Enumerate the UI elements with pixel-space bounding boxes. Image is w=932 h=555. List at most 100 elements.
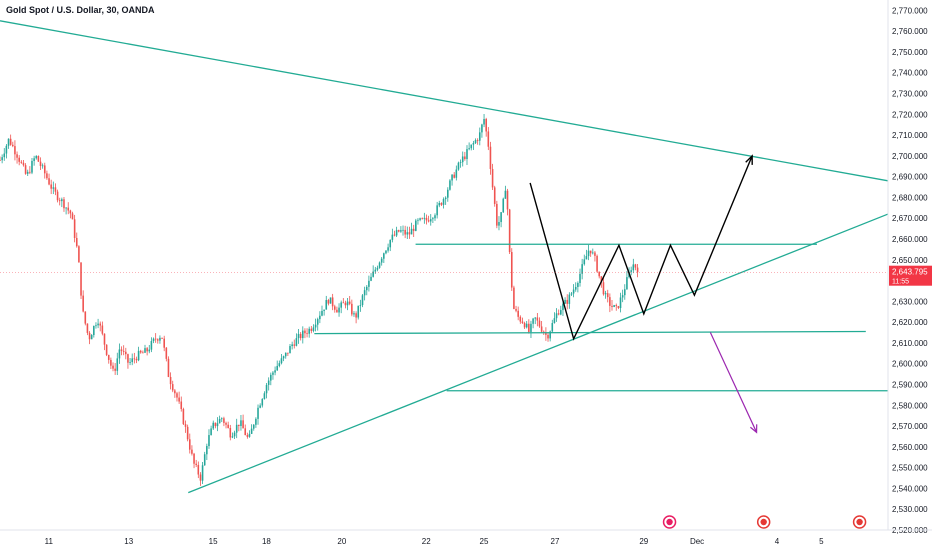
candle-body (299, 333, 302, 339)
candle-body (342, 302, 345, 304)
candle-body (478, 132, 481, 141)
candle-body (363, 290, 366, 296)
candle-body (553, 318, 556, 324)
candle-body (429, 219, 432, 222)
candle-body (547, 334, 549, 339)
candle-body (306, 333, 308, 335)
candle-body (101, 325, 104, 334)
y-tick-label: 2,690.000 (892, 173, 928, 182)
candle-body (357, 305, 360, 318)
candle-body (244, 428, 247, 436)
y-tick-label: 2,570.000 (892, 422, 928, 431)
x-tick-label: 20 (337, 537, 346, 546)
candle-body (600, 276, 603, 283)
candle-body (617, 306, 620, 309)
candle-body (133, 358, 136, 360)
candle-body (319, 315, 321, 320)
y-tick-label: 2,710.000 (892, 131, 928, 140)
y-tick-label: 2,700.000 (892, 152, 928, 161)
candle-body (551, 323, 554, 332)
candle-body (316, 319, 319, 325)
candle-body (626, 277, 628, 290)
candle-body (436, 205, 438, 216)
candle-body (402, 229, 404, 231)
candle-body (50, 184, 52, 189)
candle-body (323, 309, 325, 311)
candle-body (406, 232, 409, 235)
candle-body (75, 237, 78, 247)
candle-body (238, 424, 240, 426)
candle-body (261, 399, 264, 406)
candle-body (419, 218, 421, 220)
us-flag-icon[interactable] (852, 515, 867, 529)
candle-body (504, 190, 507, 199)
candle-body (523, 323, 526, 328)
candle-body (421, 218, 424, 220)
candle-body (116, 358, 119, 371)
candle-body (95, 325, 97, 327)
candle-body (150, 341, 153, 350)
candle-body (587, 250, 590, 257)
bearish-arrowhead (750, 424, 758, 434)
candle-body (572, 289, 575, 294)
candle-body (203, 454, 206, 466)
candle-body (361, 295, 364, 306)
candle-body (404, 229, 406, 235)
candle-body (20, 161, 23, 163)
candle-body (592, 252, 594, 254)
candle-body (105, 344, 108, 355)
current-price-label: 2,643.795 (892, 268, 928, 277)
candle-body (129, 362, 131, 363)
candle-body (634, 264, 637, 268)
candle-body (412, 228, 415, 231)
candle-body (453, 174, 455, 178)
candle-body (510, 252, 513, 288)
y-tick-label: 2,680.000 (892, 193, 928, 202)
current-price-badge (889, 265, 932, 286)
candle-body (615, 305, 618, 307)
candle-body (549, 331, 551, 339)
candle-body (231, 436, 234, 438)
overlay-layer: 2,643.795 11:55 (0, 154, 932, 529)
x-tick-label: 15 (209, 537, 218, 546)
candle-body (387, 247, 389, 251)
candle-body (459, 162, 462, 163)
candle-body (427, 220, 430, 222)
candle-body (602, 282, 605, 295)
candle-body (370, 276, 372, 281)
candle-body (609, 297, 611, 306)
candle-body (9, 138, 12, 145)
candle-body (611, 305, 613, 307)
candle-body (438, 203, 441, 206)
candle-body (630, 270, 632, 272)
candle-body (513, 287, 515, 309)
candle-body (372, 271, 374, 277)
candle-body (585, 256, 588, 260)
candle-body (577, 283, 579, 287)
candle-body (242, 420, 244, 429)
candle-body (596, 255, 598, 272)
support-line (314, 330, 866, 335)
us-flag-icon[interactable] (756, 515, 771, 529)
candle-body (223, 418, 225, 423)
candle-body (325, 300, 328, 310)
event-icon-dot (856, 518, 863, 526)
candle-body (212, 422, 215, 429)
candle-body (161, 337, 163, 339)
candle-body (519, 316, 522, 322)
candle-body (193, 453, 195, 464)
candle-body (397, 230, 400, 232)
x-tick-label: Dec (690, 537, 704, 546)
candle-body (368, 280, 370, 287)
lightning-icon[interactable] (662, 515, 677, 529)
candle-body (423, 217, 426, 219)
candle-body (280, 358, 283, 364)
candle-body (570, 293, 573, 295)
candle-body (167, 358, 170, 377)
candle-body (359, 305, 362, 306)
y-tick-label: 2,610.000 (892, 339, 928, 348)
candle-body (483, 118, 485, 125)
candle-body (99, 323, 102, 326)
